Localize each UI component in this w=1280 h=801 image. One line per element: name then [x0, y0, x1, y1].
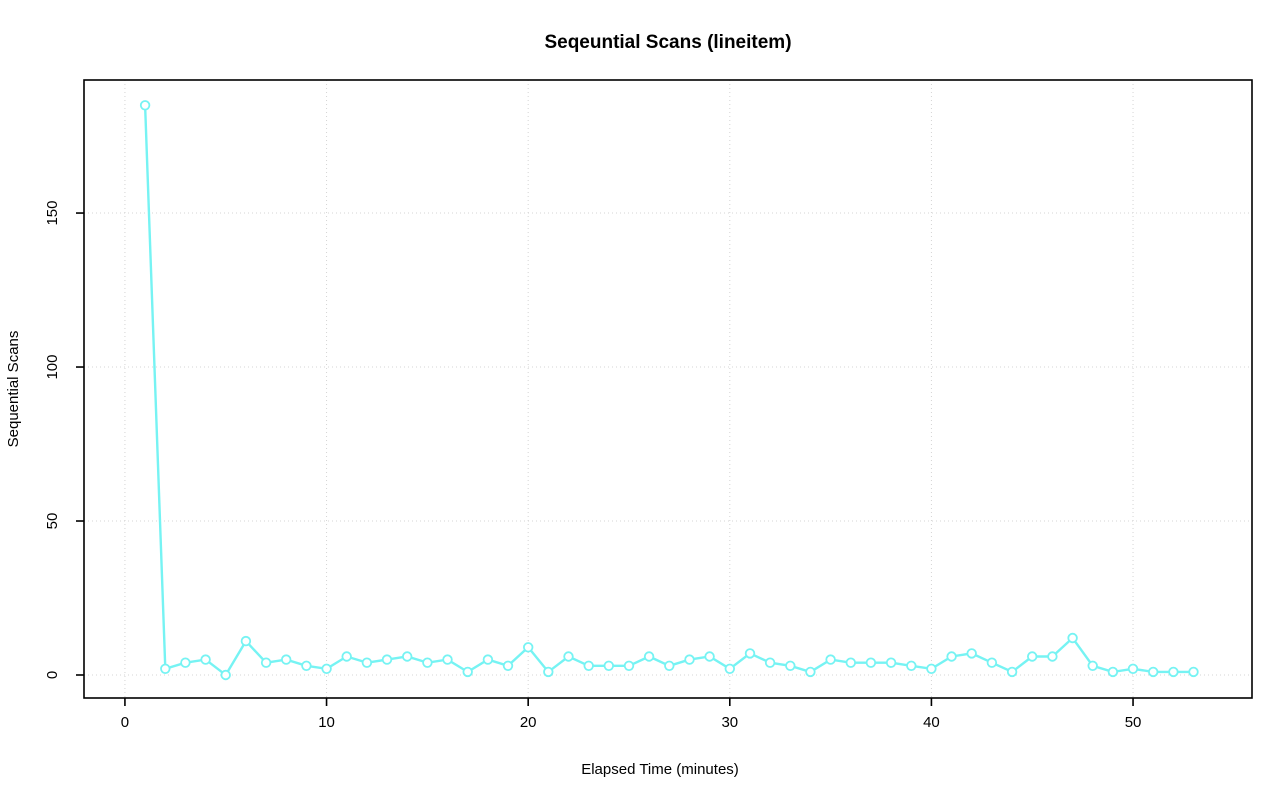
data-point-marker	[603, 660, 615, 672]
data-point-marker	[1006, 666, 1018, 678]
data-point-marker	[583, 660, 594, 672]
data-point-marker	[946, 651, 957, 662]
y-axis-label: Sequential Scans	[5, 331, 22, 448]
data-point-marker	[281, 654, 292, 665]
y-tick-label: 0	[44, 671, 61, 679]
data-point-marker	[684, 654, 695, 665]
data-point-marker	[139, 100, 151, 111]
data-point-marker	[563, 651, 574, 662]
data-point-marker	[1147, 666, 1159, 678]
data-point-marker	[1168, 666, 1179, 678]
data-point-marker	[240, 635, 252, 647]
data-point-marker	[482, 654, 494, 665]
data-point-marker	[926, 663, 937, 675]
x-tick-label: 20	[520, 714, 537, 731]
data-point-marker	[523, 642, 534, 653]
data-point-marker	[321, 663, 332, 675]
plot-border	[83, 79, 1253, 699]
data-point-marker	[442, 654, 453, 665]
x-tick-label: 50	[1125, 714, 1142, 731]
data-point-marker	[704, 651, 715, 662]
data-point-marker	[1127, 663, 1139, 675]
y-tick-label: 50	[44, 513, 61, 530]
data-point-marker	[341, 651, 352, 662]
data-point-marker	[381, 654, 393, 665]
data-point-marker	[906, 660, 917, 672]
data-point-marker	[805, 666, 816, 678]
y-tick-label: 150	[44, 201, 61, 226]
data-point-marker	[301, 660, 312, 672]
data-point-marker	[462, 666, 473, 678]
data-point-marker	[1067, 632, 1078, 644]
data-point-marker	[1107, 666, 1119, 678]
data-point-marker	[724, 663, 736, 675]
data-point-marker	[422, 657, 433, 668]
x-tick-label: 0	[121, 714, 129, 731]
data-point-marker	[885, 657, 897, 668]
data-point-marker	[845, 657, 857, 668]
data-point-marker	[764, 657, 776, 668]
data-point-marker	[785, 660, 796, 672]
x-tick-label: 10	[318, 714, 335, 731]
x-tick-label: 40	[923, 714, 940, 731]
chart-title: Seqeuntial Scans (lineitem)	[544, 32, 791, 53]
data-point-marker	[643, 651, 655, 662]
series-line	[143, 105, 1194, 677]
data-point-marker	[744, 648, 756, 659]
data-point-marker	[825, 654, 836, 665]
gridlines	[84, 80, 1252, 698]
data-point-marker	[502, 660, 514, 672]
data-point-marker	[200, 654, 211, 665]
data-point-marker	[160, 663, 171, 675]
data-point-marker	[180, 657, 191, 668]
data-point-marker	[402, 651, 413, 662]
x-axis-label: Elapsed Time (minutes)	[581, 761, 739, 778]
data-point-marker	[1026, 651, 1038, 662]
data-point-marker	[1087, 660, 1098, 672]
data-point-marker	[220, 669, 231, 681]
y-tick-label: 100	[44, 355, 61, 380]
data-series	[139, 100, 1199, 681]
axis-tick-labels: 0 10 20 30 40 50 0 50 100 150	[44, 201, 1141, 731]
x-tick-label: 30	[721, 714, 738, 731]
data-point-marker	[966, 648, 977, 659]
axis-ticks	[76, 212, 1134, 706]
data-point-marker	[543, 666, 554, 678]
data-point-marker	[260, 657, 272, 668]
data-point-marker	[865, 657, 877, 668]
data-point-marker	[1188, 666, 1199, 678]
data-point-marker	[664, 660, 675, 672]
data-point-marker	[623, 660, 635, 672]
data-point-marker	[986, 657, 998, 668]
data-point-marker	[361, 657, 373, 668]
data-point-marker	[1047, 651, 1058, 662]
